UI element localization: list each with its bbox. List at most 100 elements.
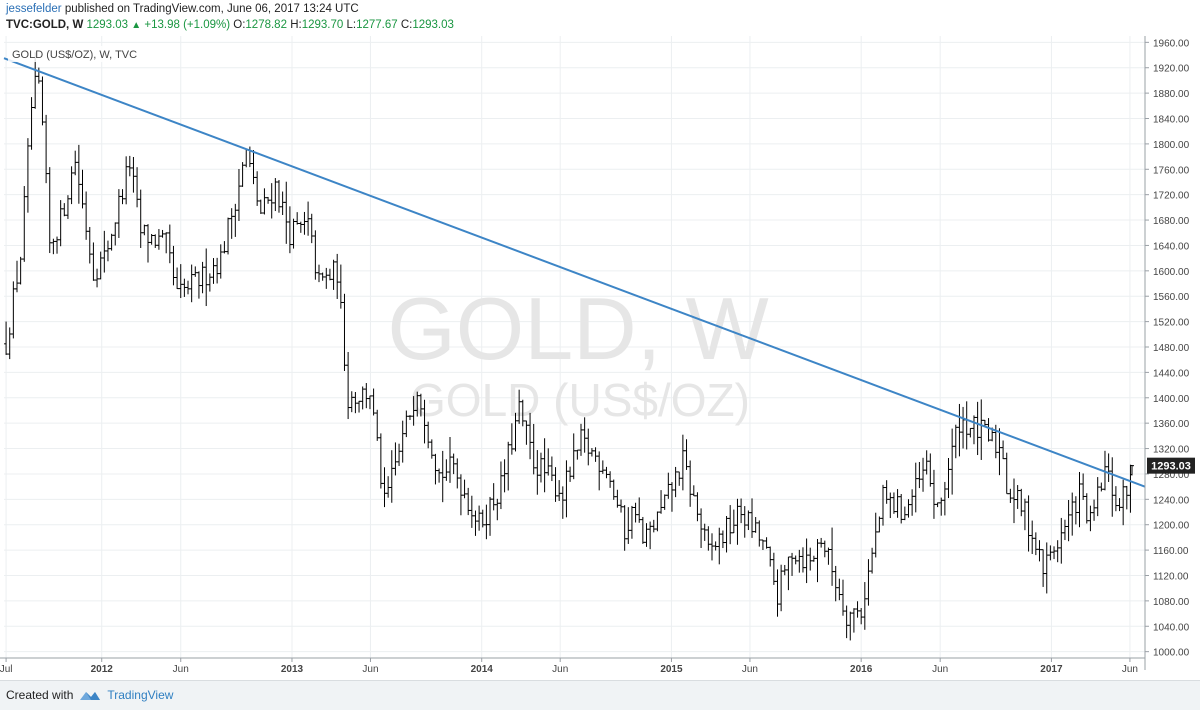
y-tick-label: 1280.00 xyxy=(1153,470,1190,481)
ohlc-bar xyxy=(204,248,209,307)
ohlc-bar xyxy=(389,450,394,503)
y-tick-label: 1440.00 xyxy=(1153,368,1190,379)
ohlc-bar xyxy=(404,410,409,438)
ohlc-bar xyxy=(648,521,653,550)
ohlc-bar xyxy=(706,526,711,551)
ohlc-bar xyxy=(1095,477,1100,517)
ohlc-bars xyxy=(4,52,1135,641)
footer: Created with TradingView xyxy=(0,680,1200,710)
ohlc-bar xyxy=(666,472,671,499)
ohlc-bar xyxy=(564,460,569,518)
ohlc-bar xyxy=(160,229,165,238)
ohlc-bar xyxy=(488,496,493,536)
tradingview-logo-icon xyxy=(80,692,101,700)
ohlc-bar xyxy=(695,492,700,522)
ohlc-bar xyxy=(680,434,685,491)
ohlc-bar xyxy=(917,462,922,489)
last-price-tag: 1293.03 xyxy=(1147,457,1195,474)
ohlc-bar xyxy=(295,212,300,225)
ohlc-bar xyxy=(655,511,660,532)
up-arrow-icon: ▲ xyxy=(131,20,142,31)
price-chart[interactable]: GOLD, W GOLD (US$/OZ) GOLD (US$/OZ), W, … xyxy=(0,36,1200,675)
ohlc-bar xyxy=(673,466,678,498)
ohlc-bar xyxy=(1113,486,1118,512)
ohlc-bar xyxy=(942,481,947,516)
price-axis[interactable]: 1000.00 1040.00 1080.00 1120.00 1160.00 1200.… xyxy=(1145,38,1190,659)
ohlc-bar xyxy=(1026,495,1031,552)
ohlc-bar xyxy=(353,392,358,414)
ohlc-bar xyxy=(946,457,951,499)
time-axis[interactable]: Jul 2012 Jun 2013 Jun 2014 Jun 2015 Jun 2016 Jun 20… xyxy=(0,658,1138,675)
ohlc-bar xyxy=(549,456,554,482)
ohlc-bar xyxy=(953,424,958,459)
ohlc-bar xyxy=(1022,498,1027,531)
high-value: 1293.70 xyxy=(301,19,344,31)
ohlc-bar xyxy=(400,420,405,463)
chart-area[interactable]: GOLD, W GOLD (US$/OZ) GOLD (US$/OZ), W, … xyxy=(0,36,1200,675)
ohlc-bar xyxy=(1008,488,1013,503)
ohlc-bar xyxy=(386,476,391,498)
ohlc-bar xyxy=(895,489,900,518)
ohlc-bar xyxy=(709,533,714,561)
ohlc-bar xyxy=(531,423,536,475)
ohlc-bar xyxy=(284,181,289,244)
ohlc-bar xyxy=(226,217,231,255)
ohlc-bar xyxy=(760,539,765,551)
ohlc-bar xyxy=(575,449,580,460)
ohlc-bar xyxy=(149,233,154,245)
ohlc-bar xyxy=(193,266,198,277)
ohlc-bar xyxy=(961,406,966,449)
ohlc-bar xyxy=(866,559,871,606)
open-value: 1278.82 xyxy=(245,19,287,31)
ohlc-bar xyxy=(335,253,340,299)
ohlc-bar xyxy=(466,487,471,516)
ohlc-bar xyxy=(702,523,707,541)
ohlc-bar xyxy=(659,490,664,514)
ohlc-bar xyxy=(1117,498,1122,512)
ohlc-bar xyxy=(448,436,453,483)
ohlc-bar xyxy=(138,189,143,248)
ohlc-bar xyxy=(287,206,292,254)
ohlc-bar xyxy=(1073,496,1078,525)
ohlc-bar xyxy=(979,399,984,460)
ohlc-bar xyxy=(644,523,649,547)
tradingview-brand[interactable]: TradingView xyxy=(107,688,174,702)
ohlc-bar xyxy=(506,441,511,491)
ohlc-bar xyxy=(935,502,940,508)
x-tick-label: 2016 xyxy=(850,664,873,674)
ohlc-bar xyxy=(200,261,205,294)
ohlc-bar xyxy=(597,451,602,491)
ohlc-bar xyxy=(928,453,933,487)
ohlc-bar xyxy=(313,230,318,280)
ohlc-bar xyxy=(498,461,503,510)
ohlc-bar xyxy=(662,494,667,510)
ohlc-bar xyxy=(906,499,911,518)
ohlc-bar xyxy=(455,458,460,489)
ohlc-bar xyxy=(669,482,674,512)
ohlc-bar xyxy=(491,483,496,511)
ohlc-bar xyxy=(830,527,835,586)
ohlc-bar xyxy=(851,608,856,633)
ohlc-bar xyxy=(458,474,463,516)
x-tick-label: Jun xyxy=(173,664,189,674)
ohlc-bar xyxy=(95,268,100,288)
ohlc-bar xyxy=(222,241,227,254)
ohlc-bar xyxy=(921,457,926,492)
close-label: C: xyxy=(400,19,413,31)
trendline[interactable] xyxy=(3,57,1146,488)
ohlc-bar-last xyxy=(1130,465,1135,476)
author-link[interactable]: jessefelder xyxy=(6,3,62,15)
ohlc-bar xyxy=(1041,549,1046,587)
ohlc-bar xyxy=(637,497,642,523)
ohlc-bar xyxy=(196,271,201,299)
ohlc-bar xyxy=(1033,532,1038,556)
ohlc-bar xyxy=(888,492,893,519)
ohlc-bar xyxy=(542,438,547,493)
price-change: +13.98 (+1.09%) xyxy=(144,19,231,31)
ohlc-bar xyxy=(782,564,787,576)
ohlc-bar xyxy=(870,547,875,574)
x-tick-label: 2015 xyxy=(660,664,683,674)
chart-header: jessefelder published on TradingView.com… xyxy=(0,0,1200,36)
ohlc-bar xyxy=(382,467,387,508)
ohlc-bar xyxy=(120,189,125,205)
